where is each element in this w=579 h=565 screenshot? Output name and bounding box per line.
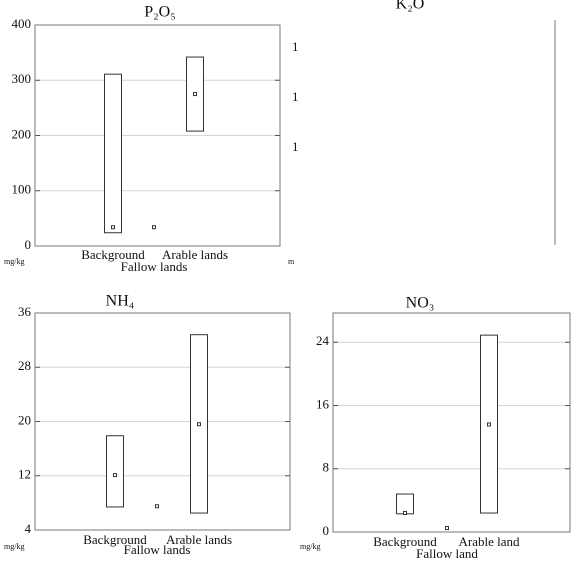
median-point (445, 526, 449, 531)
y-tick-label: 28 (18, 358, 31, 373)
y-tick-label: 400 (12, 16, 32, 31)
x-tick-label: Fallow lands (121, 259, 188, 274)
unit-label: mg/kg (4, 257, 24, 266)
y-tick-label: 1 (292, 139, 299, 154)
y-tick-label: 1 (292, 39, 299, 54)
chart-title: K₂O (396, 0, 425, 13)
plot-frame (34, 312, 291, 531)
median-point (193, 92, 197, 97)
y-tick-label: 8 (323, 460, 330, 475)
median-point (155, 504, 159, 509)
range-box (106, 435, 124, 508)
y-tick-label: 0 (323, 523, 330, 538)
unit-label: mg/kg (300, 542, 320, 551)
y-tick-label: 36 (18, 304, 32, 319)
y-tick-label: 20 (18, 412, 31, 427)
x-tick-label: Arable land (458, 534, 520, 549)
chart-title: P₂O₅ (144, 4, 176, 21)
x-tick-label: Background (81, 247, 145, 262)
y-tick-label: 24 (316, 333, 330, 348)
y-tick-label: 4 (25, 521, 32, 536)
median-point (197, 422, 201, 427)
median-point (487, 422, 491, 427)
x-tick-label: Arable lands (166, 532, 232, 547)
x-tick-label: Background (373, 534, 437, 549)
y-tick-label: 16 (316, 396, 330, 411)
y-tick-label: 0 (25, 237, 32, 252)
x-tick-label: Fallow land (416, 546, 478, 561)
x-tick-label: Background (83, 532, 147, 547)
chart-title: NH₄ (106, 293, 135, 310)
x-tick-label: Arable lands (162, 247, 228, 262)
median-point (113, 473, 117, 478)
median-point (403, 511, 407, 516)
chart-title: NO₃ (406, 295, 435, 312)
range-box (104, 73, 122, 234)
y-tick-label: 100 (12, 182, 32, 197)
plot-frame (332, 312, 571, 533)
median-point (152, 225, 156, 230)
unit-label: mg/kg (4, 542, 24, 551)
x-tick-label: Fallow lands (124, 542, 191, 557)
range-box (396, 493, 414, 515)
y-tick-label: 12 (18, 467, 31, 482)
median-point (111, 225, 115, 230)
y-tick-label: 1 (292, 89, 299, 104)
y-tick-label: 200 (12, 126, 32, 141)
unit-label: m (288, 257, 295, 266)
plot-frame (34, 24, 281, 247)
y-tick-label: 300 (12, 71, 32, 86)
